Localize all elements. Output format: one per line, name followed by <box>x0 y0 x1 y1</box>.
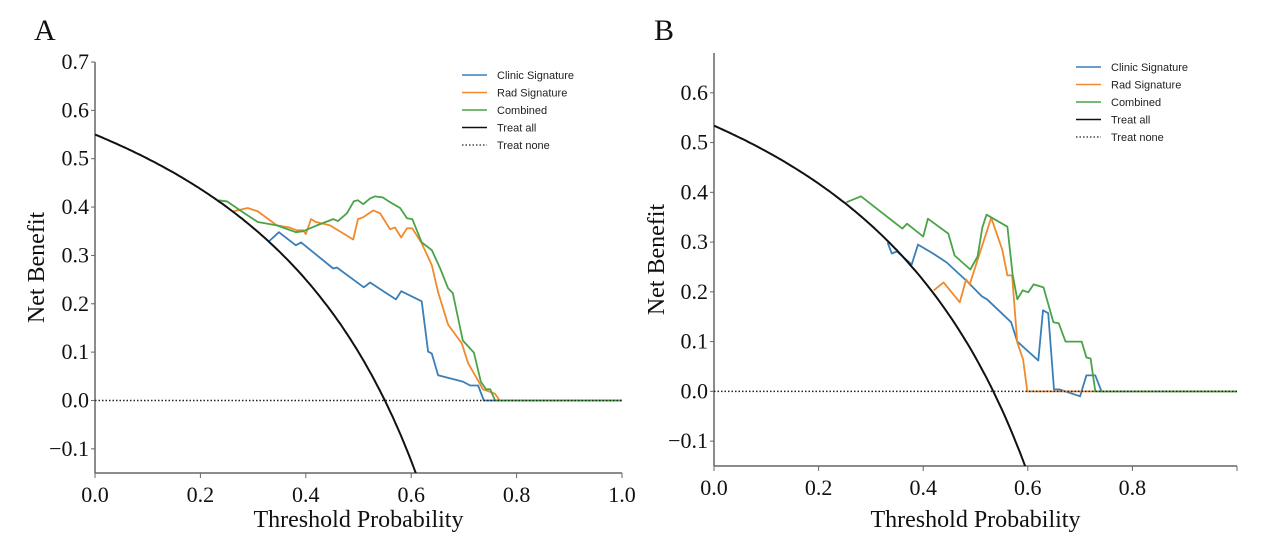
y-tick-label: 0.7 <box>62 49 90 74</box>
x-axis-title: Threshold Probability <box>254 507 464 533</box>
y-axis-title: Net Benefit <box>24 212 50 324</box>
legend-label: Combined <box>497 105 547 117</box>
legend-label: Rad Signature <box>1111 80 1181 92</box>
y-tick-label: −0.1 <box>668 428 708 453</box>
x-tick-label: 0.2 <box>805 475 833 500</box>
y-tick-label: 0.2 <box>681 279 709 304</box>
legend-label: Treat none <box>1111 132 1164 144</box>
panel-a: A −0.1 0.0 0.1 0.2 0.3 0.4 0.5 0.6 0.7 0.0 0.2 0.4 0.… <box>24 14 636 533</box>
legend-label: Rad Signature <box>497 88 567 100</box>
series-line-treat-all <box>714 124 1027 466</box>
x-tick-label: 0.2 <box>187 482 215 507</box>
panel-label: B <box>654 14 674 47</box>
x-tick-label: 0.0 <box>81 482 109 507</box>
series-line-combined <box>845 195 1237 393</box>
series-line-clinic-signature <box>886 242 1237 398</box>
x-tick-label: 1.0 <box>608 482 636 507</box>
y-tick-label: 0.3 <box>62 242 90 267</box>
series-line-combined <box>217 195 622 402</box>
y-tick-label: −0.1 <box>49 436 89 461</box>
legend: Clinic Signature Rad Signature Combined Tre… <box>1076 62 1188 144</box>
panel-b: B −0.1 0.0 0.1 0.2 0.3 0.4 0.5 0.6 0.0 0.2 0.4 0.6 0.… <box>644 14 1238 533</box>
series-line-rad-signature <box>232 207 622 402</box>
series-line-rad-signature <box>933 216 1237 393</box>
y-tick-label: 0.5 <box>62 146 90 171</box>
series-line-treat-all <box>95 133 417 473</box>
y-tick-label: 0.6 <box>62 97 90 122</box>
y-tick-label: 0.6 <box>681 80 709 105</box>
panel-label: A <box>34 14 56 47</box>
y-tick-label: 0.0 <box>681 378 709 403</box>
legend-label: Clinic Signature <box>1111 62 1188 74</box>
y-tick-label: 0.4 <box>62 194 90 219</box>
legend-label: Clinic Signature <box>497 70 574 82</box>
legend: Clinic Signature Rad Signature Combined Tre… <box>462 70 574 152</box>
x-tick-label: 0.8 <box>1119 475 1147 500</box>
legend-label: Combined <box>1111 97 1161 109</box>
y-tick-label: 0.1 <box>62 339 90 364</box>
legend-label: Treat all <box>1111 115 1150 127</box>
x-tick-label: 0.4 <box>292 482 320 507</box>
legend-label: Treat all <box>497 123 536 135</box>
y-axis-title: Net Benefit <box>644 204 670 316</box>
x-axis-title: Threshold Probability <box>871 507 1081 533</box>
x-tick-label: 0.0 <box>700 475 728 500</box>
x-tick-label: 0.8 <box>503 482 531 507</box>
x-tick-label: 0.6 <box>1014 475 1042 500</box>
y-tick-label: 0.5 <box>681 130 709 155</box>
y-tick-label: 0.0 <box>62 387 90 412</box>
y-tick-label: 0.4 <box>681 179 709 204</box>
y-tick-label: 0.1 <box>681 329 709 354</box>
x-tick-label: 0.4 <box>909 475 937 500</box>
series-line-clinic-signature <box>268 231 622 402</box>
plot-area <box>95 133 622 473</box>
y-tick-label: 0.3 <box>681 229 709 254</box>
y-tick-label: 0.2 <box>62 291 90 316</box>
x-tick-label: 0.6 <box>397 482 425 507</box>
plot-area <box>714 124 1237 466</box>
legend-label: Treat none <box>497 140 550 152</box>
